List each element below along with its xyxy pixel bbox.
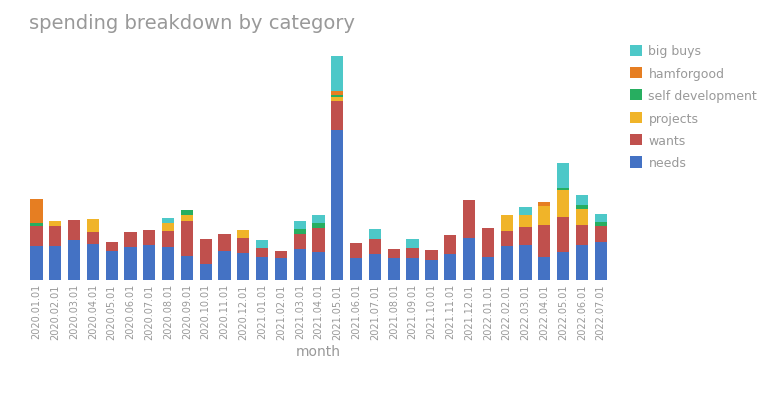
Bar	[218, 252, 231, 281]
Bar	[350, 244, 362, 259]
Bar	[557, 188, 570, 190]
Bar	[49, 227, 61, 247]
Bar	[312, 224, 325, 229]
Bar	[87, 220, 99, 233]
Bar	[538, 258, 550, 281]
Bar	[294, 249, 306, 281]
Bar	[519, 216, 531, 228]
Bar	[256, 241, 268, 249]
Bar	[369, 255, 381, 281]
Bar	[331, 130, 343, 281]
X-axis label: month: month	[296, 344, 341, 358]
Bar	[463, 200, 475, 239]
Bar	[162, 248, 174, 281]
Bar	[49, 247, 61, 281]
Bar	[143, 231, 155, 245]
Bar	[200, 240, 212, 265]
Bar	[406, 249, 419, 259]
Bar	[425, 251, 437, 261]
Bar	[444, 236, 456, 255]
Bar	[256, 258, 268, 281]
Bar	[388, 259, 400, 281]
Bar	[162, 224, 174, 232]
Bar	[30, 227, 43, 247]
Bar	[538, 203, 550, 207]
Bar	[519, 208, 531, 216]
Bar	[106, 243, 118, 252]
Bar	[256, 249, 268, 258]
Bar	[331, 101, 343, 130]
Bar	[181, 257, 193, 281]
Bar	[406, 259, 419, 281]
Bar	[500, 232, 513, 247]
Bar	[576, 245, 588, 281]
Bar	[68, 221, 80, 241]
Bar	[482, 229, 494, 258]
Bar	[181, 221, 193, 257]
Bar	[218, 235, 231, 252]
Bar	[312, 253, 325, 281]
Text: spending breakdown by category: spending breakdown by category	[30, 14, 355, 33]
Bar	[482, 258, 494, 281]
Bar	[181, 211, 193, 216]
Bar	[200, 265, 212, 281]
Bar	[181, 216, 193, 221]
Bar	[294, 235, 306, 249]
Bar	[444, 255, 456, 281]
Bar	[576, 195, 588, 205]
Bar	[143, 245, 155, 281]
Bar	[519, 228, 531, 245]
Bar	[312, 216, 325, 224]
Bar	[30, 200, 43, 224]
Bar	[30, 224, 43, 227]
Bar	[350, 259, 362, 281]
Bar	[87, 233, 99, 245]
Bar	[124, 248, 137, 281]
Bar	[463, 239, 475, 281]
Bar	[538, 207, 550, 225]
Legend: big buys, hamforgood, self development, projects, wants, needs: big buys, hamforgood, self development, …	[626, 42, 761, 174]
Bar	[538, 225, 550, 258]
Bar	[576, 205, 588, 209]
Bar	[162, 219, 174, 224]
Bar	[388, 249, 400, 259]
Bar	[331, 92, 343, 96]
Bar	[369, 229, 381, 240]
Bar	[294, 229, 306, 235]
Bar	[594, 223, 607, 227]
Bar	[557, 217, 570, 253]
Bar	[576, 225, 588, 245]
Bar	[87, 245, 99, 281]
Bar	[237, 239, 249, 254]
Bar	[68, 241, 80, 281]
Bar	[331, 96, 343, 98]
Bar	[30, 247, 43, 281]
Bar	[294, 221, 306, 229]
Bar	[331, 57, 343, 92]
Bar	[312, 229, 325, 253]
Bar	[49, 221, 61, 227]
Bar	[331, 98, 343, 101]
Bar	[275, 252, 287, 259]
Bar	[406, 240, 419, 249]
Bar	[557, 190, 570, 217]
Bar	[275, 259, 287, 281]
Bar	[106, 252, 118, 281]
Bar	[500, 247, 513, 281]
Bar	[557, 253, 570, 281]
Bar	[500, 216, 513, 232]
Bar	[124, 233, 137, 248]
Bar	[237, 254, 249, 281]
Bar	[519, 245, 531, 281]
Bar	[576, 209, 588, 225]
Bar	[594, 243, 607, 281]
Bar	[237, 231, 249, 239]
Bar	[594, 215, 607, 223]
Bar	[557, 164, 570, 188]
Bar	[425, 261, 437, 281]
Bar	[162, 232, 174, 248]
Bar	[369, 240, 381, 255]
Bar	[594, 227, 607, 243]
